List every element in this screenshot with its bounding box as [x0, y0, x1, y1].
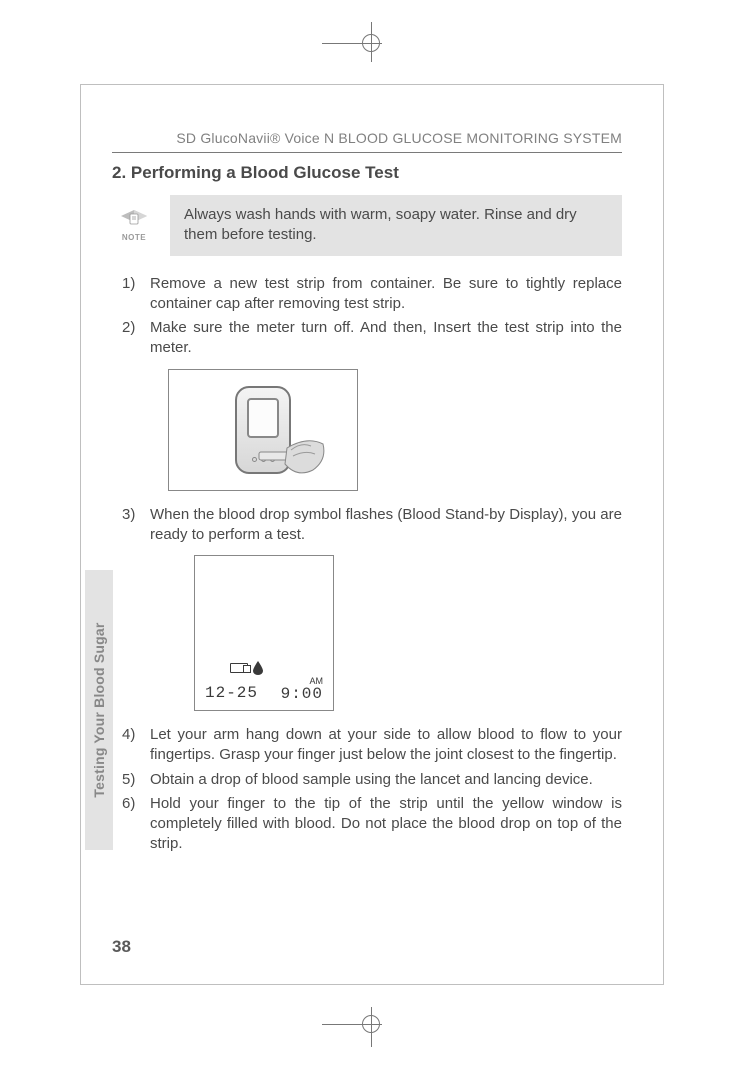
- crop-mark-bottom: [332, 1003, 412, 1047]
- strip-icon: [230, 663, 248, 673]
- side-tab: Testing Your Blood Sugar: [85, 570, 113, 850]
- running-header: SD GlucoNavii® Voice N BLOOD GLUCOSE MON…: [112, 130, 622, 146]
- note-label: NOTE: [122, 233, 146, 242]
- display-time: 9:00: [281, 686, 323, 702]
- side-tab-label: Testing Your Blood Sugar: [91, 622, 107, 797]
- step-1: 1)Remove a new test strip from container…: [150, 274, 622, 315]
- step-2: 2)Make sure the meter turn off. And then…: [150, 318, 622, 359]
- section-title: 2. Performing a Blood Glucose Test: [112, 163, 622, 183]
- step-5: 5)Obtain a drop of blood sample using th…: [150, 770, 622, 790]
- crop-mark-top: [332, 22, 412, 66]
- note-block: NOTE Always wash hands with warm, soapy …: [112, 195, 622, 256]
- figure-standby-display: 12-25 AM 9:00: [194, 555, 334, 711]
- header-rule: [112, 152, 622, 153]
- hand-strip-icon: [257, 430, 327, 480]
- step-4: 4)Let your arm hang down at your side to…: [150, 725, 622, 766]
- note-icon: NOTE: [112, 195, 156, 256]
- note-text: Always wash hands with warm, soapy water…: [170, 195, 622, 256]
- display-date: 12-25: [205, 684, 258, 702]
- step-3: 3)When the blood drop symbol flashes (Bl…: [150, 505, 622, 546]
- step-6: 6)Hold your finger to the tip of the str…: [150, 794, 622, 855]
- figure-meter-insert: [168, 369, 358, 491]
- page-number: 38: [112, 937, 131, 957]
- blood-drop-icon: [252, 661, 264, 675]
